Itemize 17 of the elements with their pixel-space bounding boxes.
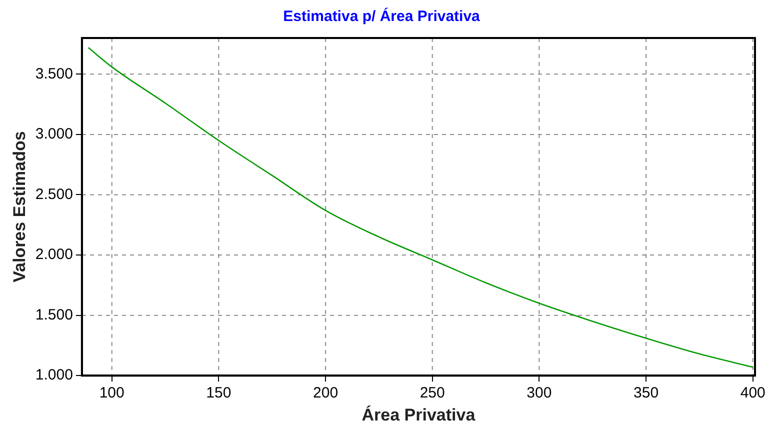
x-tick-label: 300 (526, 384, 552, 402)
chart-title: Estimativa p/ Área Privativa (283, 7, 481, 26)
y-tick-label: 1.500 (35, 306, 73, 324)
x-tick-label: 400 (740, 384, 766, 402)
y-tick-label: 3.500 (35, 65, 73, 82)
x-tick-label: 200 (313, 384, 338, 402)
x-axis-title: Área Privativa (362, 404, 476, 424)
x-tick-label: 100 (99, 384, 124, 402)
x-tick-label: 150 (206, 384, 232, 402)
y-tick-label: 2.000 (35, 246, 73, 264)
line-series (88, 46, 754, 368)
x-tick-label: 250 (420, 384, 445, 402)
y-tick-label: 2.500 (35, 186, 73, 203)
y-tick-label: 3.000 (35, 126, 73, 143)
y-tick-label: 1.000 (35, 366, 73, 384)
x-tick-label: 350 (634, 384, 659, 402)
y-axis-title: Valores Estimados (10, 131, 29, 282)
